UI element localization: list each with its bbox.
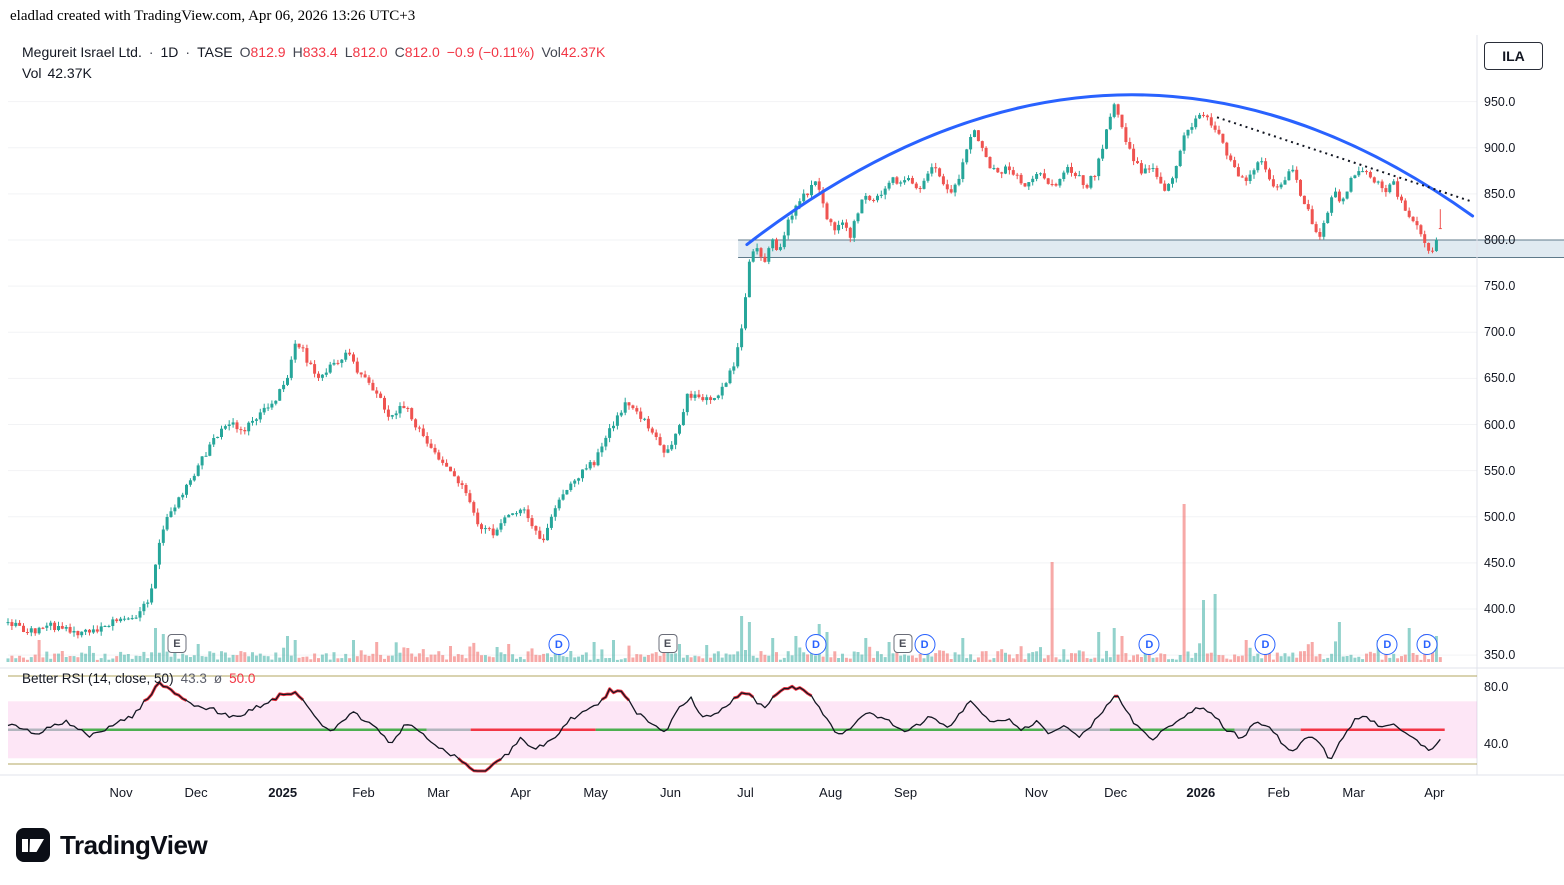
price-tick-label: 900.0 <box>1484 140 1516 155</box>
price-tick-label: 700.0 <box>1484 325 1516 340</box>
time-axis-label: Dec <box>184 785 208 800</box>
price-tick-label: 800.0 <box>1484 233 1516 247</box>
rsi-average-symbol: ø <box>213 671 223 686</box>
price-tick-label: 600.0 <box>1484 417 1516 432</box>
tradingview-wordmark: TradingView <box>60 829 208 860</box>
high-value: 833.4 <box>302 44 338 60</box>
open-label: O <box>239 44 251 60</box>
volume-indicator-legend[interactable]: Vol 42.37K <box>22 65 92 81</box>
watchlist-symbol-box[interactable]: ILA <box>1484 42 1543 70</box>
time-axis-label: May <box>583 785 608 800</box>
price-tick-label: 950.0 <box>1484 94 1516 109</box>
time-axis-label: Nov <box>109 785 133 800</box>
price-tick-label: 550.0 <box>1484 463 1516 478</box>
separator-dot: · <box>185 44 191 60</box>
rsi-tick-label: 80.0 <box>1484 680 1509 694</box>
close-label: C <box>394 44 405 60</box>
earnings-badge[interactable]: E <box>893 634 913 653</box>
symbol-title[interactable]: Megureit Israel Ltd. <box>22 44 142 60</box>
price-tick-label: 450.0 <box>1484 555 1516 570</box>
low-label: L <box>344 44 353 60</box>
dividend-badge[interactable]: D <box>1254 634 1276 655</box>
time-axis-label: Aug <box>819 785 843 800</box>
interval-label[interactable]: 1D <box>160 44 179 60</box>
price-tick-label: 400.0 <box>1484 602 1516 616</box>
share-credit-text: eladlad created with TradingView.com, Ap… <box>10 8 416 24</box>
time-axis-label: Apr <box>1424 785 1445 800</box>
volume-indicator-value: 42.37K <box>47 65 92 81</box>
time-axis-label: Dec <box>1104 785 1128 800</box>
dividend-badge[interactable]: D <box>1416 634 1438 655</box>
change-value: −0.9 (−0.11%) <box>446 44 535 60</box>
price-tick-label: 350.0 <box>1484 648 1516 663</box>
dividend-badge[interactable]: D <box>1376 634 1398 655</box>
rsi-current-value: 43.3 <box>180 671 207 686</box>
earnings-badge[interactable]: E <box>658 634 678 653</box>
high-label: H <box>292 44 303 60</box>
tradingview-logo-icon <box>16 828 50 862</box>
dividend-badge[interactable]: D <box>805 634 827 655</box>
rsi-indicator-legend[interactable]: Better RSI (14, close, 50) 43.3 ø 50.0 <box>22 671 255 686</box>
volume-indicator-label: Vol <box>22 65 42 81</box>
time-axis-label: Feb <box>352 785 375 800</box>
time-axis-label: Apr <box>510 785 531 800</box>
dividend-badge[interactable]: D <box>914 634 936 655</box>
time-axis-label: Mar <box>427 785 450 800</box>
symbol-legend[interactable]: Megureit Israel Ltd. · 1D · TASE O812.9 … <box>22 44 605 60</box>
rsi-indicator-title[interactable]: Better RSI (14, close, 50) <box>22 671 174 686</box>
rsi-tick-label: 40.0 <box>1484 737 1509 751</box>
time-axis-label: Jun <box>660 785 681 800</box>
tradingview-footer-brand[interactable]: TradingView <box>16 828 208 862</box>
time-axis-label: Sep <box>893 785 918 800</box>
time-axis-label: 2026 <box>1186 785 1216 800</box>
separator-dot: · <box>148 44 154 60</box>
close-value: 812.0 <box>404 44 440 60</box>
exchange-label: TASE <box>197 44 233 60</box>
price-tick-label: 750.0 <box>1484 279 1516 294</box>
volume-label: Vol <box>541 44 561 60</box>
dividend-badge[interactable]: D <box>1138 634 1160 655</box>
time-axis-label: Feb <box>1267 785 1290 800</box>
open-value: 812.9 <box>250 44 286 60</box>
time-axis-label: Mar <box>1342 785 1365 800</box>
dividend-badge[interactable]: D <box>548 634 570 655</box>
time-axis-label: Nov <box>1024 785 1048 800</box>
price-tick-label: 500.0 <box>1484 509 1516 524</box>
price-tick-label: 850.0 <box>1484 186 1516 201</box>
time-axis-label: 2025 <box>268 785 298 800</box>
low-value: 812.0 <box>352 44 388 60</box>
time-axis-label: Jul <box>737 785 754 800</box>
price-tick-label: 650.0 <box>1484 371 1516 386</box>
earnings-badge[interactable]: E <box>167 634 187 653</box>
rsi-average-value: 50.0 <box>229 671 256 686</box>
volume-value: 42.37K <box>560 44 606 60</box>
